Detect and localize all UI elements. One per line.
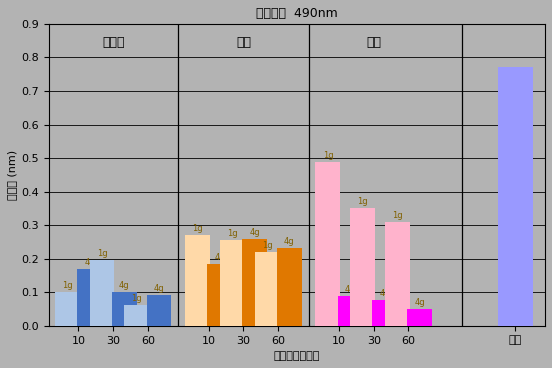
Bar	[146, 295, 172, 326]
Text: 1g: 1g	[357, 197, 368, 206]
Bar	[77, 269, 102, 326]
Bar	[316, 162, 341, 326]
Text: 1g: 1g	[97, 250, 107, 258]
Bar	[89, 261, 114, 326]
Bar	[498, 67, 533, 326]
Title: エオジン  490nm: エオジン 490nm	[256, 7, 338, 20]
Bar	[338, 296, 363, 326]
Text: 4g: 4g	[119, 281, 130, 290]
Bar	[185, 235, 210, 326]
Text: 1g: 1g	[227, 229, 237, 238]
Bar	[407, 309, 432, 326]
Text: 4g: 4g	[284, 237, 295, 246]
Bar	[112, 292, 137, 326]
Bar	[350, 208, 375, 326]
Text: 1g: 1g	[131, 294, 142, 302]
Bar	[208, 264, 232, 326]
Text: 4g: 4g	[345, 284, 355, 294]
Text: 1g: 1g	[392, 212, 402, 220]
Text: 4g: 4g	[215, 254, 225, 262]
Text: 1g: 1g	[192, 224, 203, 233]
Bar	[385, 223, 410, 326]
Bar	[242, 238, 267, 326]
Bar	[220, 240, 245, 326]
Bar	[254, 252, 279, 326]
Text: 梅炭: 梅炭	[367, 36, 381, 49]
Text: 4g: 4g	[84, 258, 95, 267]
Text: 4g: 4g	[153, 284, 164, 293]
Y-axis label: 吸光度 (nm): 吸光度 (nm)	[7, 150, 17, 200]
Bar	[55, 292, 79, 326]
Bar	[373, 300, 397, 326]
Text: 1g: 1g	[262, 241, 272, 250]
Text: 備長炭: 備長炭	[102, 36, 124, 49]
Text: 4g: 4g	[250, 227, 260, 237]
Text: 竹炭: 竹炭	[236, 36, 251, 49]
Text: 1g: 1g	[322, 151, 333, 160]
X-axis label: 撹拌時間（分）: 撹拌時間（分）	[274, 351, 320, 361]
Text: 1g: 1g	[62, 281, 73, 290]
Text: 4g: 4g	[415, 298, 425, 307]
Bar	[277, 248, 302, 326]
Bar	[124, 305, 149, 326]
Text: 4g: 4g	[380, 289, 390, 298]
